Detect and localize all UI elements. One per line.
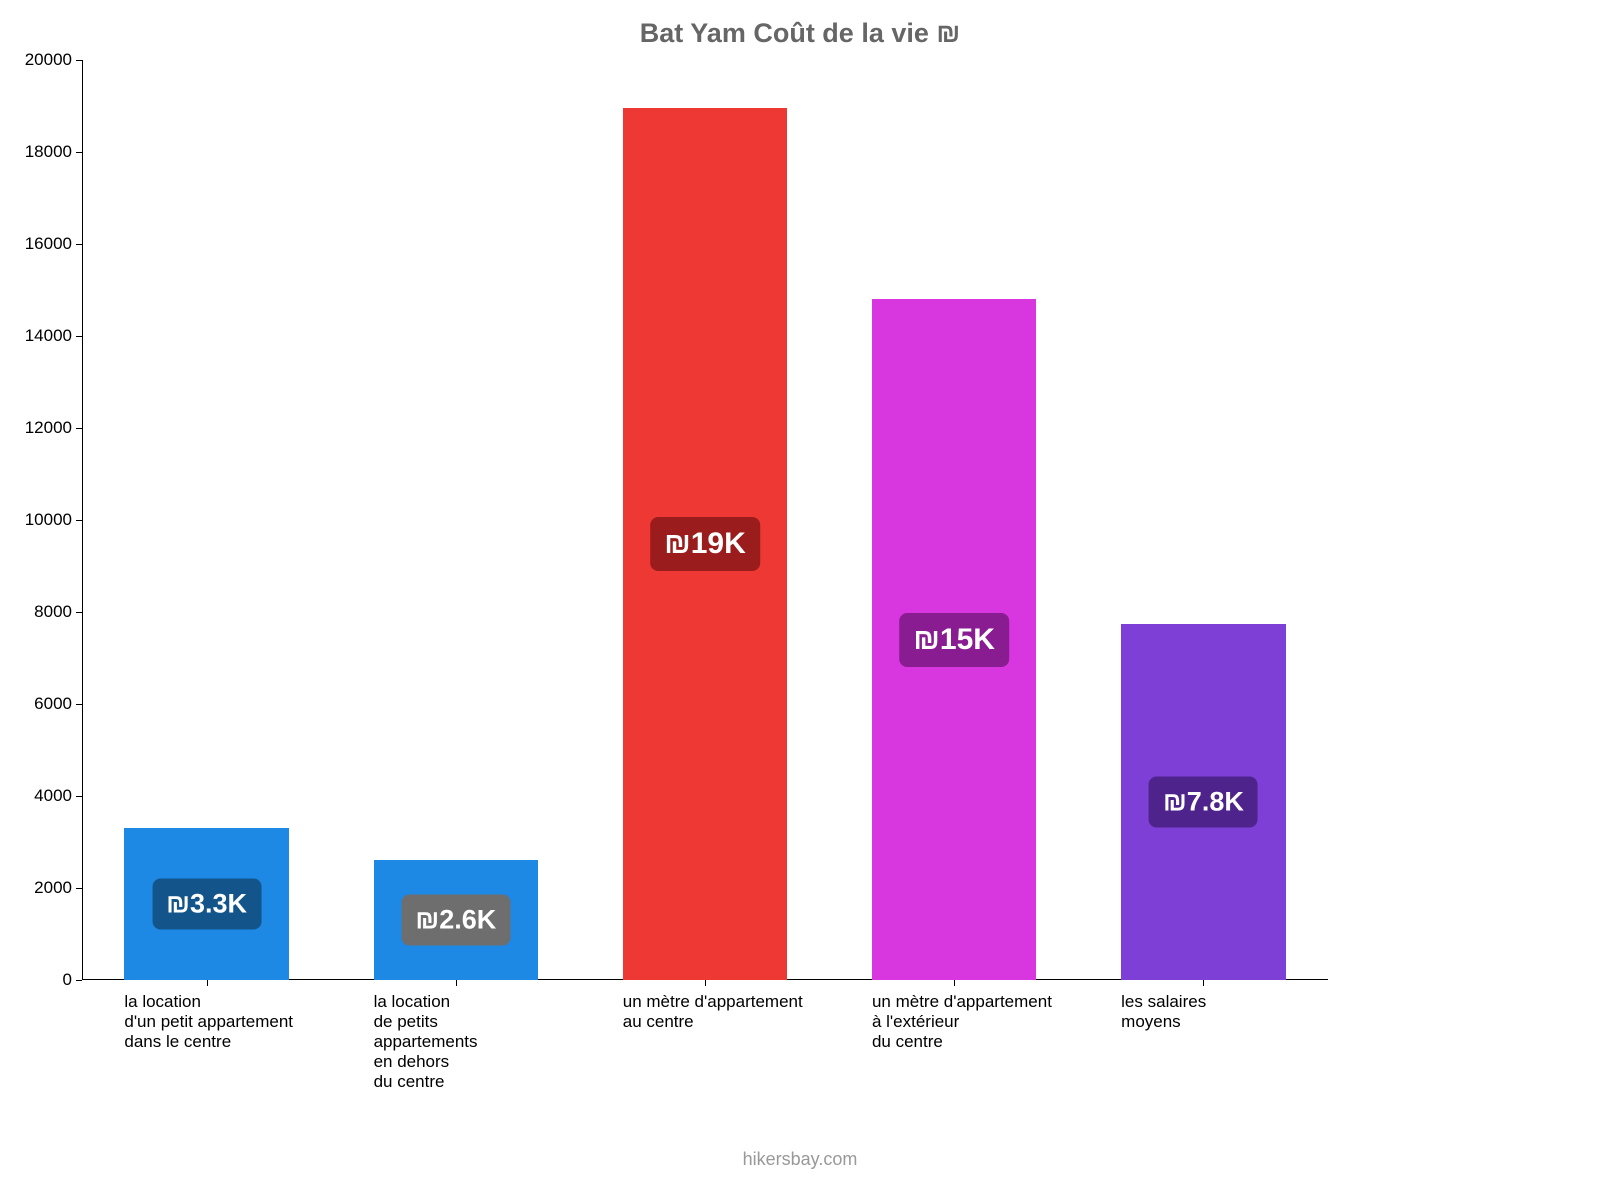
y-tick-label: 6000 (34, 694, 82, 714)
y-tick-mark (76, 520, 82, 521)
y-tick-mark (76, 152, 82, 153)
chart-title: Bat Yam Coût de la vie ₪ (0, 18, 1600, 49)
chart-caption: hikersbay.com (0, 1149, 1600, 1170)
bar-value-badge: ₪7.8K (1149, 776, 1258, 827)
bars-layer: ₪3.3K ₪2.6K ₪19K ₪15K ₪7.8K (82, 60, 1328, 980)
x-tick-mark (207, 980, 208, 986)
x-tick-label: la location de petits appartements en de… (374, 992, 478, 1092)
plot-area: ₪3.3K₪2.6K₪19K₪15K₪7.8K 0200040006000800… (82, 60, 1328, 980)
y-tick-mark (76, 704, 82, 705)
bar-value-badge: ₪15K (899, 613, 1009, 667)
bar-value-badge: ₪19K (650, 517, 760, 571)
x-tick-mark (954, 980, 955, 986)
bar-value-badge: ₪3.3K (152, 879, 261, 930)
y-tick-mark (76, 336, 82, 337)
y-tick-mark (76, 980, 82, 981)
x-tick-label: un mètre d'appartement à l'extérieur du … (872, 992, 1052, 1052)
y-tick-label: 16000 (25, 234, 82, 254)
x-tick-label: un mètre d'appartement au centre (623, 992, 803, 1032)
bar-value-badge: ₪2.6K (401, 895, 510, 946)
y-tick-label: 2000 (34, 878, 82, 898)
y-tick-label: 10000 (25, 510, 82, 530)
y-tick-label: 4000 (34, 786, 82, 806)
x-tick-label: la location d'un petit appartement dans … (124, 992, 293, 1052)
x-tick-mark (456, 980, 457, 986)
x-tick-label: les salaires moyens (1121, 992, 1206, 1032)
y-tick-label: 12000 (25, 418, 82, 438)
x-tick-mark (1203, 980, 1204, 986)
y-tick-mark (76, 244, 82, 245)
cost-of-living-chart: Bat Yam Coût de la vie ₪ ₪3.3K₪2.6K₪19K₪… (0, 0, 1600, 1200)
y-tick-mark (76, 888, 82, 889)
y-tick-label: 14000 (25, 326, 82, 346)
y-tick-label: 20000 (25, 50, 82, 70)
y-tick-mark (76, 60, 82, 61)
y-tick-mark (76, 428, 82, 429)
y-tick-mark (76, 612, 82, 613)
y-tick-mark (76, 796, 82, 797)
x-tick-mark (705, 980, 706, 986)
y-tick-label: 8000 (34, 602, 82, 622)
y-tick-label: 18000 (25, 142, 82, 162)
